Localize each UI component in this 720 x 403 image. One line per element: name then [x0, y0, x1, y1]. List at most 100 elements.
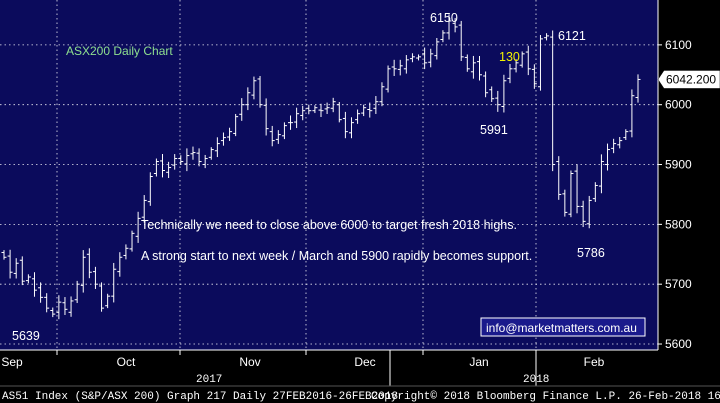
ohlc-bar: [92, 266, 98, 289]
annotation-low-5639: 5639: [12, 329, 40, 343]
ohlc-bar: [245, 87, 251, 111]
gridlines: [0, 0, 658, 350]
x-tick-label: Feb: [584, 355, 605, 369]
ohlc-bar: [440, 30, 446, 43]
ohlc-bar: [470, 55, 476, 79]
ohlc-bar: [355, 109, 361, 124]
ohlc-bar: [537, 35, 543, 91]
ohlc-bar: [617, 137, 623, 149]
ohlc-bar: [544, 33, 550, 41]
ohlc-bar: [300, 105, 306, 121]
x-tick-label: Jan: [469, 355, 488, 369]
ohlc-bar: [623, 129, 629, 140]
ohlc-bar: [13, 258, 19, 279]
ohlc-bar: [550, 30, 556, 172]
ohlc-bar: [214, 137, 220, 158]
ohlc-bar: [507, 64, 513, 84]
ohlc-bar: [495, 90, 501, 112]
ohlc-bar: [257, 75, 263, 108]
ohlc-bar: [31, 272, 37, 297]
last-price-tag: [657, 70, 720, 89]
ohlc-bar: [306, 104, 312, 115]
ohlc-bar: [160, 154, 165, 178]
chart-title: ASX200 Daily Chart: [66, 44, 173, 58]
ohlc-bar: [239, 98, 245, 121]
ohlc-bar: [416, 54, 422, 61]
chart-note-1: Technically we need to close above 6000 …: [141, 218, 517, 232]
ohlc-bar: [62, 297, 68, 315]
ohlc-bar: [166, 161, 172, 178]
contact-email[interactable]: info@marketmatters.com.au: [486, 321, 637, 335]
contact-badge: [480, 317, 646, 337]
ohlc-bar: [519, 51, 525, 68]
ohlc-bar: [525, 45, 531, 76]
ohlc-bar: [227, 127, 233, 141]
ohlc-bar: [263, 98, 269, 136]
ohlc-bar: [592, 182, 598, 202]
ohlc-bar: [44, 293, 50, 313]
y-tick-label: 6100: [665, 38, 692, 52]
ohlc-bar: [312, 105, 318, 114]
ohlc-bar: [348, 117, 354, 139]
y-tick-label: 5600: [665, 337, 692, 351]
ohlc-bar: [318, 103, 324, 117]
annotation-130: 130: [499, 50, 520, 64]
ohlc-bar: [178, 155, 184, 165]
ohlc-bar: [135, 211, 141, 243]
year-label-2018: 2018: [523, 374, 549, 386]
ohlc-bar: [288, 115, 294, 130]
ohlc-bar: [562, 189, 568, 217]
ohlc-bar: [68, 296, 74, 317]
ohlc-bar: [434, 37, 440, 60]
ohlc-bar: [281, 122, 287, 140]
last-price-label: 6042.200: [666, 72, 716, 86]
ohlc-bar: [147, 172, 153, 206]
y-tick-label: 5900: [665, 158, 692, 172]
y-tick-label: 6000: [665, 98, 692, 112]
footer-copyright: Copyright© 2018 Bloomberg Finance L.P. 2…: [371, 391, 720, 403]
ohlc-bar: [391, 59, 397, 76]
x-tick-label: Nov: [239, 355, 260, 369]
ohlc-bar: [141, 195, 147, 223]
ohlc-bar: [598, 154, 604, 194]
ohlc-bar: [105, 293, 111, 309]
ohlc-bar: [464, 54, 470, 72]
x-tick-label: Oct: [117, 355, 136, 369]
ohlc-bar: [153, 158, 159, 177]
ohlc-bar: [190, 146, 196, 160]
ohlc-bar: [1, 250, 7, 260]
x-tick-label: Sep: [1, 355, 23, 369]
ohlc-bar: [452, 17, 458, 33]
ohlc-bar: [513, 59, 519, 73]
year-label-2017: 2017: [196, 374, 222, 386]
ohlc-bar: [531, 64, 537, 89]
ohlc-bar: [74, 280, 80, 304]
ohlc-bar: [25, 274, 31, 284]
ohlc-bar: [19, 256, 25, 286]
x-axis: Sep Oct Nov Dec Jan Feb: [1, 350, 605, 386]
chart-note-2: A strong start to next week / March and …: [141, 249, 532, 263]
ohlc-bar: [202, 154, 208, 169]
ohlc-bar: [385, 65, 391, 93]
ohlc-bar: [220, 132, 226, 146]
ohlc-bar: [50, 307, 56, 318]
ohlc-bar: [86, 248, 92, 279]
ohlc-bar: [586, 195, 592, 229]
annotation-low-5991: 5991: [480, 123, 508, 137]
y-tick-label: 5700: [665, 277, 692, 291]
ohlc-bar: [336, 102, 342, 123]
ohlc-bar: [123, 244, 129, 260]
ohlc-bar: [556, 156, 562, 200]
y-tick-label: 5800: [665, 217, 692, 231]
ohlc-bar: [7, 249, 13, 279]
ohlc-bar: [501, 74, 507, 113]
ohlc-bar: [330, 97, 336, 113]
ohlc-bar: [208, 147, 214, 160]
ohlc-bar: [269, 125, 275, 147]
ohlc-bar: [580, 200, 586, 228]
ohlc-bar: [342, 111, 348, 139]
ohlc-bar: [172, 154, 178, 170]
ohlc-bar: [367, 102, 373, 118]
ohlc-bar: [324, 102, 330, 114]
ohlc-bar: [611, 138, 617, 154]
